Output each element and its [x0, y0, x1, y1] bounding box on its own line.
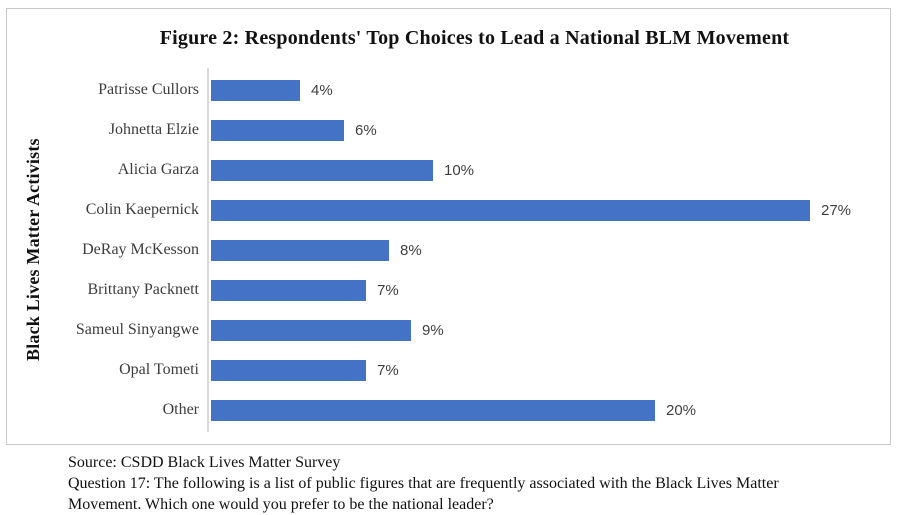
- bar: [211, 399, 655, 421]
- chart-footer: Source: CSDD Black Lives Matter Survey Q…: [68, 452, 840, 515]
- value-label: 4%: [311, 81, 333, 99]
- value-label: 10%: [444, 161, 475, 179]
- value-label: 9%: [422, 321, 444, 339]
- bar: [211, 79, 300, 101]
- category-label: Patrisse Cullors: [98, 81, 199, 98]
- value-label: 27%: [821, 201, 852, 219]
- category-label: Alicia Garza: [117, 161, 199, 178]
- y-axis-line: [207, 68, 209, 432]
- category-label: DeRay McKesson: [82, 241, 199, 258]
- chart-row: Patrisse Cullors 4%: [7, 70, 887, 110]
- bar: [211, 199, 810, 221]
- chart-row: Johnetta Elzie 6%: [7, 110, 887, 150]
- category-label: Other: [162, 401, 199, 418]
- value-label: 7%: [377, 361, 399, 379]
- bar: [211, 279, 366, 301]
- bar-zone: 27%: [209, 190, 887, 230]
- source-note: Source: CSDD Black Lives Matter Survey: [68, 454, 341, 471]
- bar-zone: 9%: [209, 310, 887, 350]
- chart-rows: Patrisse Cullors 4% Johnetta Elzie 6% Alicia…: [7, 70, 887, 430]
- chart-row: Other 20%: [7, 390, 887, 430]
- category-label: Johnetta Elzie: [108, 121, 199, 138]
- category-label: Opal Tometi: [119, 361, 199, 378]
- value-label: 20%: [666, 401, 697, 419]
- bar: [211, 239, 389, 261]
- chart-row: DeRay McKesson 8%: [7, 230, 887, 270]
- value-label: 6%: [355, 121, 377, 139]
- bar-zone: 10%: [209, 150, 887, 190]
- bar: [211, 359, 366, 381]
- bar-zone: 7%: [209, 270, 887, 310]
- bar-zone: 8%: [209, 230, 887, 270]
- chart-row: Opal Tometi 7%: [7, 350, 887, 390]
- question-note: Question 17: The following is a list of …: [68, 475, 779, 513]
- bar-zone: 6%: [209, 110, 887, 150]
- bar-zone: 4%: [209, 70, 887, 110]
- figure-box: Figure 2: Respondents' Top Choices to Le…: [6, 8, 891, 445]
- bar-zone: 7%: [209, 350, 887, 390]
- bar: [211, 319, 411, 341]
- chart-row: Colin Kaepernick 27%: [7, 190, 887, 230]
- chart-row: Brittany Packnett 7%: [7, 270, 887, 310]
- chart-row: Alicia Garza 10%: [7, 150, 887, 190]
- category-label: Sameul Sinyangwe: [75, 321, 199, 338]
- category-label: Colin Kaepernick: [85, 201, 199, 218]
- bar-zone: 20%: [209, 390, 887, 430]
- value-label: 8%: [400, 241, 422, 259]
- chart-title: Figure 2: Respondents' Top Choices to Le…: [159, 27, 790, 49]
- value-label: 7%: [377, 281, 399, 299]
- chart-row: Sameul Sinyangwe 9%: [7, 310, 887, 350]
- bar: [211, 119, 344, 141]
- bar: [211, 159, 433, 181]
- category-label: Brittany Packnett: [87, 281, 199, 298]
